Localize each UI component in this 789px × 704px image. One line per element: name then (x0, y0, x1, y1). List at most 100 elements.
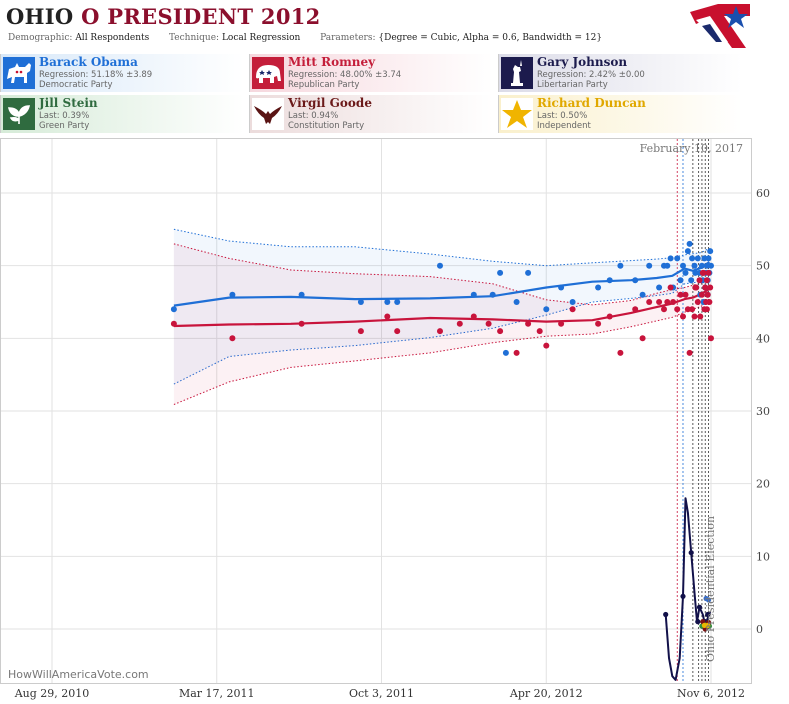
data-point (698, 291, 705, 298)
y-tick-label: 30 (756, 405, 770, 418)
data-point (632, 306, 639, 313)
candidate-party: Independent (537, 121, 591, 131)
data-point (470, 313, 477, 320)
data-point (686, 349, 693, 356)
data-point (697, 313, 704, 320)
data-point (298, 320, 305, 327)
leaf-icon (3, 98, 35, 130)
data-point (706, 299, 713, 305)
x-tick-label: Oct 3, 2011 (349, 687, 414, 700)
candidate-card-johnson[interactable]: Gary Johnson Regression: 2.42% ±0.00 Lib… (498, 54, 742, 92)
data-point (682, 269, 689, 276)
title-state: OHIO (6, 4, 74, 29)
data-point (357, 299, 364, 305)
trend-line (173, 287, 710, 328)
x-tick-label: Aug 29, 2010 (14, 687, 90, 700)
data-point (229, 335, 236, 342)
data-point (689, 306, 696, 313)
data-point (684, 248, 691, 255)
data-point (606, 313, 613, 320)
data-point (229, 291, 236, 298)
data-point (688, 550, 694, 556)
y-tick-label: 20 (756, 478, 770, 491)
candidate-stat: Last: 0.94% (288, 111, 339, 121)
plot-frame (0, 138, 752, 684)
data-point (692, 269, 699, 276)
candidate-party: Constitution Party (288, 121, 365, 131)
data-point (497, 328, 504, 335)
watermark: HowWillAmericaVote.com (8, 668, 149, 681)
data-point (639, 335, 646, 342)
candidate-party: Republican Party (288, 80, 360, 90)
data-point (489, 291, 496, 298)
y-tick-label: 50 (756, 260, 770, 273)
star-icon (501, 98, 533, 130)
data-point (357, 328, 364, 335)
data-point (639, 291, 646, 298)
data-point (632, 277, 639, 284)
poll-date-lines (676, 139, 709, 683)
candidate-stat: Regression: 2.42% ±0.00 (537, 70, 645, 80)
candidate-card-duncan[interactable]: Richard Duncan Last: 0.50% Independent (498, 95, 742, 133)
band-lower-edge (173, 276, 710, 385)
site-logo-icon (690, 4, 750, 48)
data-point (513, 349, 520, 356)
data-point (558, 320, 565, 327)
data-point (684, 306, 691, 313)
data-point (705, 622, 711, 629)
candidate-stat: Last: 0.39% (39, 111, 90, 121)
data-point (680, 593, 686, 599)
data-point (664, 262, 671, 269)
data-point (686, 240, 693, 247)
data-point (692, 284, 699, 291)
data-point (680, 313, 686, 320)
candidate-stat: Last: 0.50% (537, 111, 588, 121)
data-point (667, 284, 674, 291)
candidate-card-stein[interactable]: Jill Stein Last: 0.39% Green Party (0, 95, 244, 133)
data-point (497, 269, 504, 276)
data-point (670, 299, 677, 305)
data-point (513, 299, 520, 305)
data-point (694, 299, 701, 305)
candidate-card-romney[interactable]: Mitt Romney Regression: 48.00% ±3.74 Rep… (249, 54, 493, 92)
data-point (663, 611, 669, 618)
data-point (646, 299, 653, 305)
statue-of-liberty-icon (501, 57, 533, 89)
candidate-card-goode[interactable]: Virgil Goode Last: 0.94% Constitution Pa… (249, 95, 493, 133)
data-point (384, 299, 391, 305)
data-point (705, 269, 712, 276)
title-year: 2012 (260, 4, 321, 29)
candidate-stat: Regression: 51.18% ±3.89 (39, 70, 153, 80)
candidate-card-obama[interactable]: Barack Obama Regression: 51.18% ±3.89 De… (0, 54, 244, 92)
data-point (502, 349, 509, 356)
confidence-band (173, 229, 710, 385)
data-point (691, 313, 698, 320)
eagle-icon (252, 98, 284, 130)
data-point (680, 262, 686, 269)
elephant-icon (252, 57, 284, 89)
data-point (525, 269, 532, 276)
data-point (698, 262, 705, 269)
data-point (691, 262, 698, 269)
data-point (694, 255, 701, 262)
candidate-name: Barack Obama (39, 55, 138, 69)
data-point (661, 306, 667, 313)
data-point (705, 255, 712, 262)
x-tick-label: Mar 17, 2011 (179, 687, 255, 700)
candidate-party: Democratic Party (39, 80, 113, 90)
trend-line (173, 261, 711, 307)
election-label: Ohio Presidential Election (704, 516, 717, 662)
data-point (664, 299, 671, 305)
candidate-name: Jill Stein (39, 96, 98, 110)
data-point (705, 597, 712, 603)
data-point (470, 291, 477, 298)
page-title: OHIO O PRESIDENT 2012 (6, 4, 321, 29)
data-point (569, 306, 576, 313)
data-point (701, 255, 708, 262)
technique-label: Technique: (169, 33, 220, 43)
data-point (704, 291, 711, 298)
band-upper-edge (173, 228, 710, 267)
y-tick-label: 10 (756, 550, 770, 563)
data-point (456, 320, 463, 327)
